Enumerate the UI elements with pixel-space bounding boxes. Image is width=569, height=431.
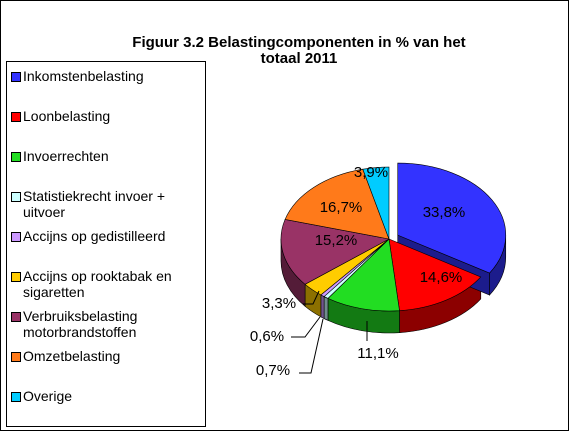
legend-item: Verbruiksbelasting motorbrandstoffen <box>11 308 203 340</box>
legend-swatch <box>11 192 21 202</box>
legend-swatch <box>11 112 21 122</box>
data-label: 33,8% <box>423 204 466 221</box>
leader-line <box>291 316 321 338</box>
legend-label: Loonbelasting <box>23 108 111 124</box>
slice <box>280 219 390 285</box>
legend-label: Omzetbelasting <box>23 348 121 364</box>
legend-item: Invoerrechten <box>11 148 203 164</box>
leader-line <box>299 318 324 374</box>
chart-title: Figuur 3.2 Belastingcomponenten in % van… <box>132 34 466 67</box>
legend-label: Overige <box>23 388 73 404</box>
data-label: 3,3% <box>262 295 296 312</box>
data-label: 3,9% <box>354 164 388 181</box>
legend-item: Accijns op rooktabak en sigaretten <box>11 268 203 300</box>
data-label: 0,7% <box>256 362 290 379</box>
legend-label: Inkomstenbelasting <box>23 68 144 84</box>
legend-item: Loonbelasting <box>11 108 203 124</box>
leader-line <box>303 290 320 305</box>
legend-label: Verbruiksbelasting motorbrandstoffen <box>23 308 138 340</box>
legend-item: Omzetbelasting <box>11 348 203 364</box>
data-label: 0,6% <box>250 328 284 345</box>
slice <box>362 166 390 240</box>
data-label: 15,2% <box>315 232 358 249</box>
legend-label: Invoerrechten <box>23 148 109 164</box>
slice-side <box>320 294 325 320</box>
legend-swatch <box>11 152 21 162</box>
slice <box>397 162 507 274</box>
legend-item: Overige <box>11 388 203 404</box>
legend-label: Statistiekrecht invoer + uitvoer <box>23 188 166 220</box>
legend-swatch <box>11 312 21 322</box>
slice <box>284 168 390 240</box>
legend-item: Accijns op gedistilleerd <box>11 228 203 244</box>
slice <box>388 238 482 311</box>
slice-side <box>323 296 329 321</box>
legend-label: Accijns op gedistilleerd <box>23 228 166 244</box>
legend: Inkomstenbelasting Loonbelasting Invoerrec… <box>6 61 206 427</box>
data-label: 14,6% <box>420 269 463 286</box>
legend-swatch <box>11 272 21 282</box>
legend-swatch <box>11 72 21 82</box>
legend-item: Statistiekrecht invoer + uitvoer <box>11 188 203 220</box>
legend-swatch <box>11 232 21 242</box>
legend-swatch <box>11 352 21 362</box>
legend-swatch <box>11 392 21 402</box>
legend-label: Accijns op rooktabak en sigaretten <box>23 268 172 300</box>
legend-item: Inkomstenbelasting <box>11 68 203 84</box>
slice <box>327 238 400 312</box>
data-label: 11,1% <box>357 345 398 362</box>
data-label: 16,7% <box>320 199 363 216</box>
